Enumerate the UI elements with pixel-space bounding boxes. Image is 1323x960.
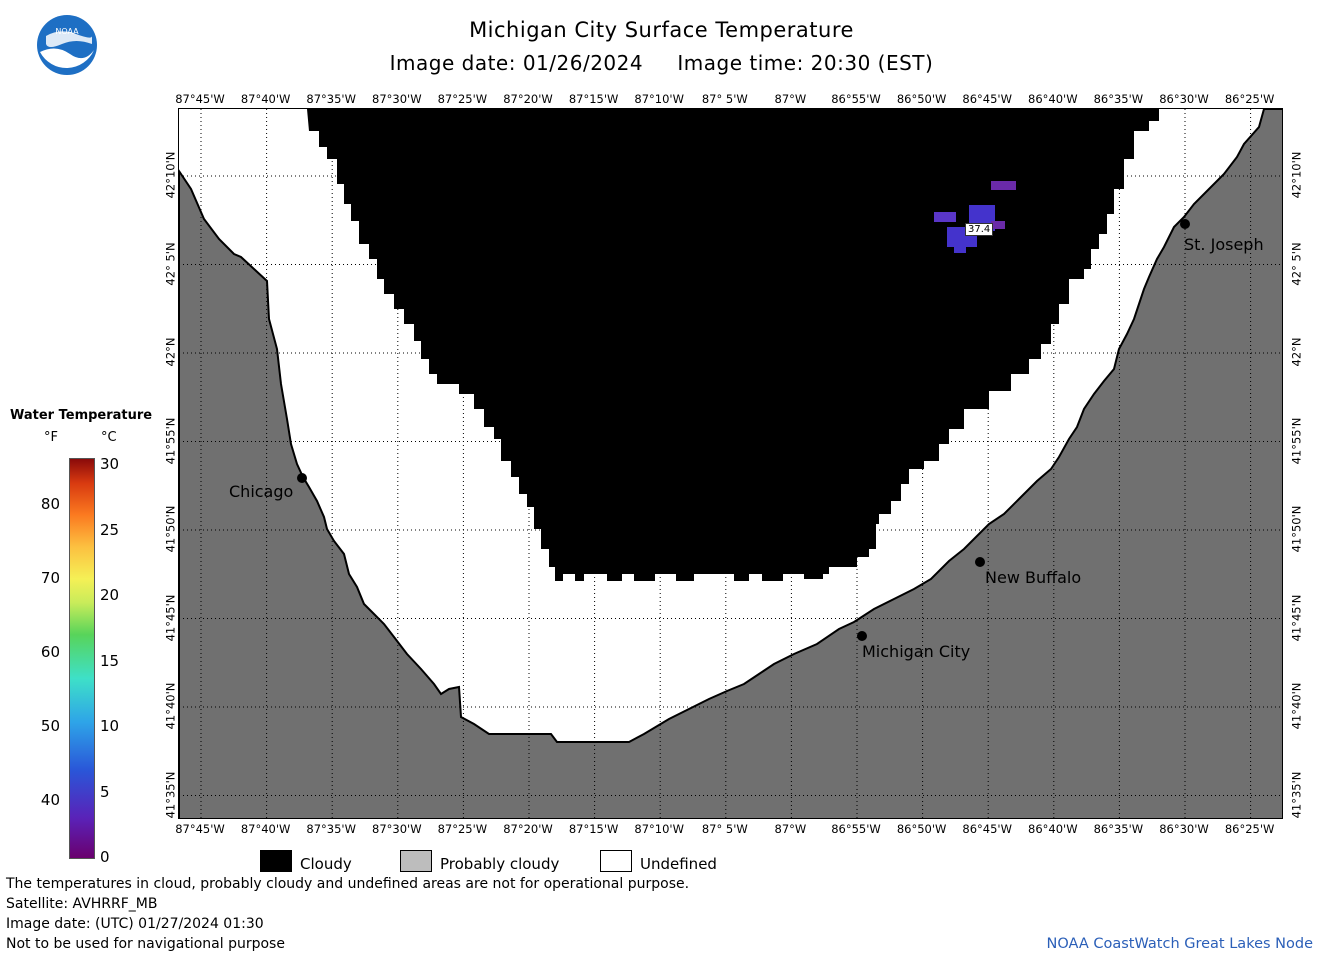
latitude-tick: 41°35'N: [1288, 771, 1303, 818]
latitude-tick: 41°40'N: [1288, 682, 1303, 730]
new-buffalo-marker: [975, 557, 985, 567]
longitude-tick: 87°15'W: [568, 822, 619, 836]
latitude-tick: 41°55'N: [1288, 417, 1303, 464]
chicago-marker: [297, 473, 307, 483]
footer-credit: NOAA CoastWatch Great Lakes Node: [1046, 936, 1313, 952]
michigan-city-marker: [857, 631, 867, 641]
longitude-tick: 87°35'W: [306, 92, 356, 106]
cloudy-label: Cloudy: [300, 855, 352, 873]
longitude-tick: 87°W: [774, 822, 807, 836]
latitude-tick: 42°N: [163, 337, 177, 367]
longitude-tick: 87°20'W: [503, 92, 553, 106]
label-chicago: Chicago: [229, 482, 294, 501]
latitude-tick: 41°35'N: [162, 771, 177, 818]
longitude-tick: 86°55'W: [831, 822, 881, 836]
longitude-tick: 86°30'W: [1159, 92, 1209, 106]
land-area: [179, 109, 1282, 818]
footer-navigation-note: Not to be used for navigational purpose: [6, 936, 285, 952]
longitude-tick: 87°45'W: [175, 92, 225, 106]
longitude-tick: 87°30'W: [372, 822, 422, 836]
label-michigan-city: Michigan City: [862, 642, 971, 661]
longitude-tick: 86°25'W: [1224, 92, 1275, 106]
label-st-joseph: St. Joseph: [1184, 235, 1264, 254]
map-panel: 37.4: [178, 108, 1283, 819]
longitude-tick: 86°30'W: [1159, 822, 1209, 836]
longitude-tick: 86°50'W: [896, 822, 947, 836]
footer-disclaimer: The temperatures in cloud, probably clou…: [6, 876, 690, 892]
longitude-tick: 87°20'W: [503, 822, 553, 836]
fahrenheit-tick: 70: [40, 569, 60, 587]
fahrenheit-tick: 50: [40, 717, 60, 735]
st-joseph-marker: [1180, 219, 1190, 229]
longitude-tick: 86°35'W: [1093, 822, 1144, 836]
longitude-tick: 87°W: [774, 92, 807, 106]
longitude-tick: 86°35'W: [1093, 92, 1144, 106]
map-grid: [179, 109, 1282, 818]
longitude-tick: 87°25'W: [437, 92, 488, 106]
celsius-tick: 20: [100, 586, 120, 604]
latitude-tick: 42° 5'N: [1289, 241, 1304, 286]
longitude-tick: 86°55'W: [831, 92, 881, 106]
temperature-colorbar: [69, 458, 95, 859]
cloudy-swatch: [260, 850, 292, 872]
longitude-tick: 86°45'W: [962, 822, 1012, 836]
longitude-tick: 86°40'W: [1028, 822, 1078, 836]
celsius-tick: 0: [100, 848, 110, 866]
celsius-tick: 5: [100, 782, 110, 801]
longitude-tick: 86°50'W: [896, 92, 947, 106]
undefined-label: Undefined: [640, 855, 717, 873]
celsius-tick: 15: [100, 651, 120, 670]
undefined-swatch: [600, 850, 632, 872]
longitude-tick: 87°10'W: [634, 92, 684, 106]
longitude-tick: 87° 5'W: [701, 822, 748, 836]
celsius-tick: 30: [100, 455, 120, 473]
image-time: Image time: 20:30 (EST): [677, 51, 934, 75]
longitude-tick: 87°40'W: [240, 92, 291, 106]
longitude-tick: 87°30'W: [372, 92, 422, 106]
latitude-tick: 42° 5'N: [163, 241, 178, 286]
celsius-tick: 10: [100, 717, 120, 735]
latitude-tick: 41°45'N: [1288, 594, 1303, 641]
longitude-tick: 86°40'W: [1028, 92, 1078, 106]
latitude-tick: 41°40'N: [162, 682, 177, 730]
longitude-tick: 87°15'W: [568, 92, 619, 106]
fahrenheit-tick: 40: [40, 791, 60, 809]
map-subtitle: Image date: 01/26/2024 Image time: 20:30…: [0, 51, 1323, 75]
fahrenheit-tick: 60: [40, 643, 60, 661]
probably-cloudy-swatch: [400, 850, 432, 872]
longitude-tick: 87° 5'W: [701, 92, 748, 106]
noaa-logo: NOAA: [37, 15, 97, 75]
latitude-tick: 42°10'N: [1288, 151, 1303, 199]
latitude-tick: 41°45'N: [162, 594, 177, 641]
probably-cloudy-label: Probably cloudy: [440, 855, 560, 873]
longitude-tick: 87°25'W: [437, 822, 488, 836]
longitude-tick: 87°40'W: [240, 822, 291, 836]
label-new-buffalo: New Buffalo: [985, 568, 1082, 587]
unit-fahrenheit: °F: [44, 430, 58, 445]
footer-utc-date: Image date: (UTC) 01/27/2024 01:30: [6, 916, 264, 932]
image-date: Image date: 01/26/2024: [389, 51, 644, 75]
celsius-tick: 25: [100, 520, 120, 539]
latitude-tick: 42°10'N: [162, 151, 177, 199]
map-canvas: [179, 109, 1282, 818]
longitude-tick: 86°45'W: [962, 92, 1012, 106]
longitude-tick: 87°45'W: [175, 822, 225, 836]
temperature-reading: 37.4: [965, 223, 994, 236]
footer-satellite: Satellite: AVHRRF_MB: [6, 896, 158, 912]
longitude-tick: 87°10'W: [634, 822, 684, 836]
unit-celsius: °C: [101, 430, 117, 445]
latitude-tick: 41°55'N: [162, 417, 177, 464]
latitude-tick: 42°N: [1289, 337, 1303, 367]
cloud-area: [307, 109, 1159, 581]
map-title: Michigan City Surface Temperature: [469, 18, 854, 42]
svg-text:NOAA: NOAA: [55, 27, 79, 36]
longitude-tick: 87°35'W: [306, 822, 356, 836]
longitude-tick: 86°25'W: [1224, 822, 1275, 836]
latitude-tick: 41°50'N: [162, 505, 177, 553]
fahrenheit-tick: 80: [40, 495, 60, 513]
latitude-tick: 41°50'N: [1288, 505, 1303, 553]
legend-title: Water Temperature: [10, 408, 153, 423]
